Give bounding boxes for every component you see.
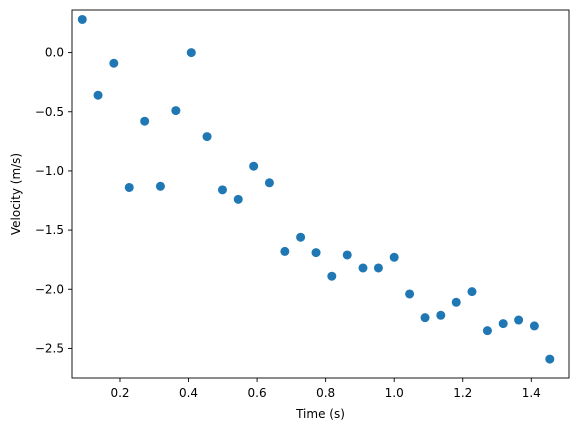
scatter-point — [296, 232, 306, 242]
scatter-point — [202, 132, 212, 142]
scatter-point — [498, 319, 508, 329]
scatter-point — [93, 90, 103, 100]
scatter-point — [482, 326, 492, 336]
y-axis-ticks: 0.0 −0.5 −1.0 −1.5 −2.0 −2.5 — [35, 46, 72, 355]
scatter-point — [311, 248, 321, 258]
x-tick-label: 0.2 — [110, 386, 129, 400]
scatter-point — [451, 297, 461, 307]
scatter-point — [342, 250, 352, 260]
y-tick-label: −2.0 — [35, 282, 64, 296]
scatter-point — [280, 246, 290, 256]
scatter-point — [155, 181, 165, 191]
scatter-point — [514, 315, 524, 325]
scatter-point — [249, 161, 259, 171]
scatter-point — [436, 310, 446, 320]
scatter-point — [327, 271, 337, 281]
scatter-point — [171, 106, 181, 116]
scatter-point — [186, 48, 196, 58]
plot-area-frame — [71, 9, 570, 379]
x-tick-label: 1.4 — [522, 386, 541, 400]
scatter-point — [264, 178, 274, 188]
scatter-point — [140, 116, 150, 126]
x-tick-label: 0.4 — [179, 386, 198, 400]
y-axis-label: Velocity (m/s) — [9, 153, 23, 235]
y-tick-label: −0.5 — [35, 105, 64, 119]
scatter-point — [529, 321, 539, 331]
scatter-point — [233, 194, 243, 204]
scatter-point — [405, 289, 415, 299]
x-tick-label: 0.6 — [248, 386, 267, 400]
scatter-point — [373, 263, 383, 273]
x-axis-ticks: 0.2 0.4 0.6 0.8 1.0 1.2 1.4 — [110, 378, 541, 400]
y-tick-label: −1.5 — [35, 223, 64, 237]
scatter-point — [545, 354, 555, 364]
scatter-point — [109, 58, 119, 68]
x-tick-label: 0.8 — [316, 386, 335, 400]
scatter-point — [217, 185, 227, 195]
scatter-point — [389, 252, 399, 262]
y-tick-label: 0.0 — [45, 46, 64, 60]
scatter-point — [77, 14, 87, 24]
scatter-point — [124, 182, 134, 192]
scatter-point — [420, 313, 430, 323]
y-tick-label: −2.5 — [35, 341, 64, 355]
y-tick-label: −1.0 — [35, 164, 64, 178]
x-axis-label: Time (s) — [295, 407, 345, 421]
scatter-point — [358, 263, 368, 273]
scatter-points — [77, 14, 555, 364]
x-tick-label: 1.2 — [453, 386, 472, 400]
x-tick-label: 1.0 — [385, 386, 404, 400]
scatter-point — [467, 287, 477, 297]
